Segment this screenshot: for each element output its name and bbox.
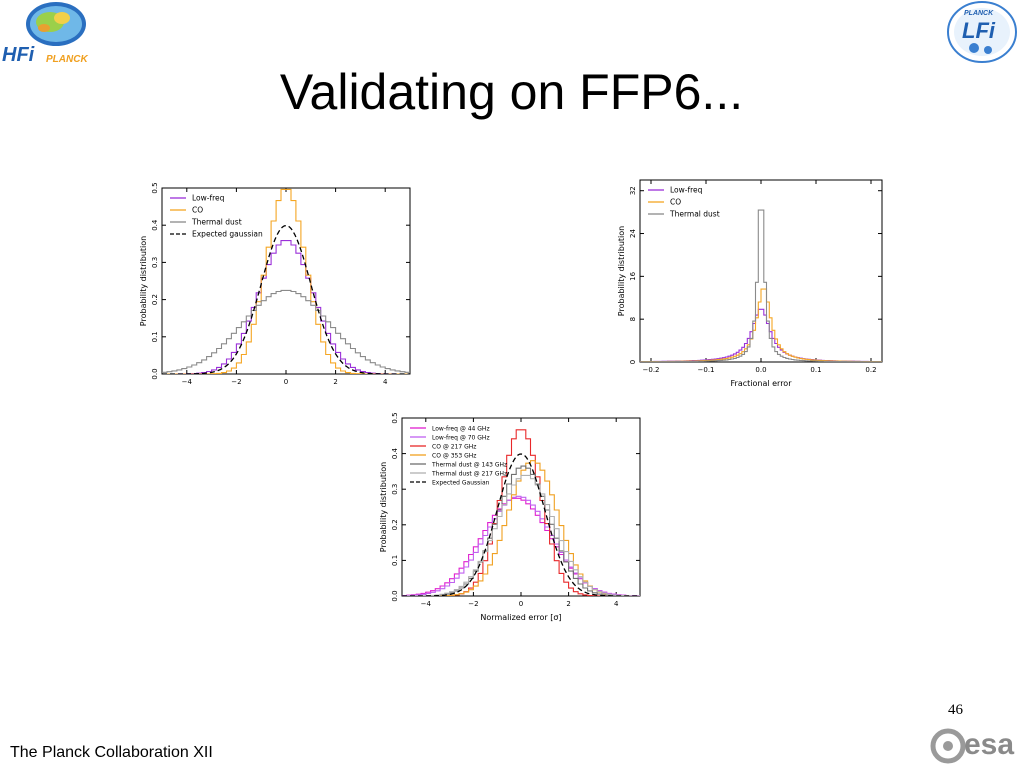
x-tick-label: −2 (468, 600, 478, 608)
series-line (162, 289, 410, 373)
y-tick-label: 32 (629, 186, 637, 195)
plot-area (640, 209, 882, 362)
chart-component-distributions: −4 −2 0 2 4 0.0 0.1 0.2 0.3 0.4 0.5 Probability dis… (128, 180, 418, 400)
y-tick-label: 0.5 (391, 412, 399, 423)
slide-title: Validating on FFP6... (279, 64, 744, 120)
series-line (162, 224, 410, 374)
x-tick-label: 0 (284, 378, 288, 386)
x-tick-label: 4 (383, 378, 388, 386)
legend-label: CO @ 353 GHz (432, 453, 476, 460)
legend-label: CO (670, 198, 681, 207)
legend-label: Thermal dust @ 217 GHz (431, 471, 507, 478)
legend-label: Low-freq (670, 186, 703, 195)
legend-label: Thermal dust @ 143 GHz (431, 462, 507, 469)
series-line (402, 474, 640, 596)
y-axis-label: Probability distribution (617, 226, 626, 316)
legend-label: CO (192, 206, 203, 215)
x-tick-label: 4 (614, 600, 619, 608)
y-tick-label: 0 (629, 360, 637, 364)
chart-normalized-error: −4 −2 0 2 4 0.0 0.1 0.2 0.3 0.4 0.5 Probability dis… (372, 410, 646, 628)
y-tick-label: 0.3 (151, 257, 159, 268)
y-axis-label: Probability distribution (139, 236, 148, 326)
x-tick-label: −2 (231, 378, 241, 386)
y-tick-label: 0.5 (151, 182, 159, 193)
y-tick-label: 0.4 (151, 219, 159, 231)
y-tick-label: 16 (629, 271, 637, 280)
y-tick-label: 0.0 (151, 368, 159, 379)
chart-2-svg: −0.2 −0.1 0.0 0.1 0.2 0 8 16 24 32 Probability dis… (617, 179, 883, 388)
chart-1-svg: −4 −2 0 2 4 0.0 0.1 0.2 0.3 0.4 0.5 Probability dis… (139, 182, 411, 386)
y-tick-label: 0.1 (391, 555, 399, 566)
y-tick-label: 8 (629, 317, 637, 321)
hfi-logo-subtext: PLANCK (46, 54, 88, 65)
series-line (402, 465, 640, 596)
x-tick-label: 0.2 (865, 366, 876, 374)
series-line (640, 209, 882, 362)
esa-logo: esa (930, 728, 1022, 764)
x-tick-label: −0.2 (643, 366, 660, 374)
chart-fractional-error: −0.2 −0.1 0.0 0.1 0.2 0 8 16 24 32 Probability dis… (606, 172, 892, 394)
x-tick-label: −4 (421, 600, 432, 608)
lfi-logo-text: LFi (962, 18, 995, 43)
legend-label: CO @ 217 GHz (432, 444, 476, 451)
lfi-logo-subtext: PLANCK (964, 10, 994, 17)
legend-label: Low-freq @ 70 GHz (432, 435, 490, 442)
x-tick-label: −4 (182, 378, 193, 386)
y-tick-label: 0.2 (391, 519, 399, 530)
x-tick-label: 0.0 (755, 366, 766, 374)
y-tick-label: 24 (629, 229, 637, 238)
legend-label: Low-freq (192, 194, 225, 203)
legend-label: Low-freq @ 44 GHz (432, 426, 490, 433)
series-line (402, 495, 640, 596)
plot-frame (161, 187, 411, 375)
x-axis-label: Fractional error (731, 379, 793, 388)
y-tick-label: 0.2 (151, 294, 159, 305)
plot-frame (639, 179, 883, 363)
y-tick-label: 0.1 (151, 331, 159, 342)
x-axis-label: Normalized error [σ] (480, 613, 561, 622)
hfi-logo-text: HFi (2, 44, 35, 66)
chart-3-svg: −4 −2 0 2 4 0.0 0.1 0.2 0.3 0.4 0.5 Probability dis… (379, 412, 641, 622)
x-tick-label: 2 (333, 378, 337, 386)
page-number: 46 (948, 702, 963, 718)
lfi-planck-logo: PLANCK LFi (944, 0, 1020, 64)
legend-label: Thermal dust (191, 218, 242, 227)
series-line (162, 188, 410, 374)
y-axis-label: Probability distribution (379, 462, 388, 552)
y-tick-label: 0.4 (391, 447, 399, 459)
y-tick-label: 0.3 (391, 484, 399, 495)
plot-area (162, 188, 410, 374)
esa-logo-text: esa (964, 728, 1015, 761)
series-line (402, 453, 640, 596)
legend-label: Thermal dust (669, 210, 720, 219)
footer-credit: The Planck Collaboration XII (10, 744, 213, 761)
series-line (162, 240, 410, 374)
hfi-planck-logo: HFi PLANCK (0, 0, 100, 72)
x-tick-label: 2 (566, 600, 570, 608)
plot-area (402, 429, 640, 596)
x-tick-label: 0 (519, 600, 523, 608)
x-tick-label: 0.1 (810, 366, 821, 374)
x-tick-label: −0.1 (698, 366, 715, 374)
legend-label: Expected Gaussian (432, 480, 490, 487)
legend-label: Expected gaussian (192, 230, 263, 239)
y-tick-label: 0.0 (391, 590, 399, 601)
